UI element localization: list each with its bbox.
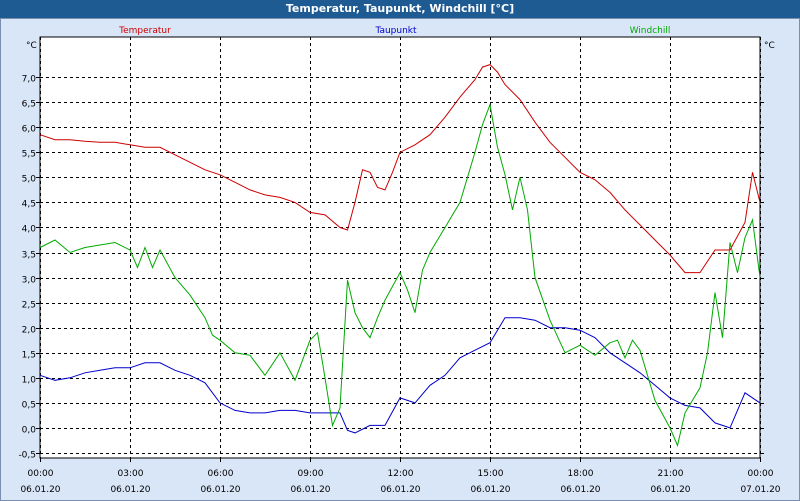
y-tick-label: -0,5 [18, 451, 36, 461]
x-tick-date-label: 06.01.20 [200, 485, 240, 495]
x-tick-time-label: 06:00 [208, 469, 234, 479]
y-tick-label: 0,0 [22, 426, 37, 436]
x-tick-date-label: 06.01.20 [560, 485, 600, 495]
y-axis-unit-right: °C [764, 41, 775, 51]
x-tick-date-label: 06.01.20 [470, 485, 510, 495]
y-tick-label: 4,5 [22, 200, 36, 210]
y-tick-label: 1,0 [22, 376, 37, 386]
y-tick-label: 2,0 [22, 326, 37, 336]
x-tick-date-label: 06.01.20 [110, 485, 150, 495]
y-tick-label: 4,0 [22, 225, 37, 235]
x-tick-time-label: 21:00 [658, 469, 684, 479]
x-tick-time-label: 15:00 [478, 469, 504, 479]
x-tick-time-label: 00:00 [748, 469, 774, 479]
y-tick-label: 7,0 [22, 75, 37, 85]
y-tick-label: 5,5 [22, 150, 36, 160]
legend-label-temperatur: Temperatur [118, 26, 171, 36]
x-tick-time-label: 09:00 [298, 469, 324, 479]
x-tick-time-label: 00:00 [28, 469, 54, 479]
y-axis-unit-left: °C [26, 41, 37, 51]
x-tick-date-label: 07.01.20 [740, 485, 780, 495]
x-tick-time-label: 03:00 [118, 469, 144, 479]
x-tick-time-label: 18:00 [568, 469, 594, 479]
y-tick-label: 3,0 [22, 276, 37, 286]
legend-label-windchill: Windchill [630, 26, 671, 36]
x-tick-time-label: 12:00 [388, 469, 414, 479]
y-tick-label: 6,5 [22, 100, 36, 110]
y-tick-label: 0,5 [22, 401, 36, 411]
x-tick-date-label: 06.01.20 [290, 485, 330, 495]
x-tick-date-label: 06.01.20 [380, 485, 420, 495]
series-line-windchill [39, 102, 761, 448]
y-tick-label: 6,0 [22, 125, 37, 135]
y-tick-label: 3,5 [22, 251, 36, 261]
window-title-bar: Temperatur, Taupunkt, Windchill [°C] [0, 0, 800, 18]
series-line-temperatur [39, 64, 761, 274]
legend-label-taupunkt: Taupunkt [374, 26, 417, 36]
x-tick-date-label: 06.01.20 [650, 485, 690, 495]
window-title: Temperatur, Taupunkt, Windchill [°C] [285, 2, 515, 15]
y-tick-label: 5,0 [22, 175, 37, 185]
x-tick-date-label: 06.01.20 [20, 485, 60, 495]
y-tick-label: 1,5 [22, 351, 36, 361]
series-line-taupunkt [39, 317, 761, 434]
y-tick-label: 2,5 [22, 301, 36, 311]
